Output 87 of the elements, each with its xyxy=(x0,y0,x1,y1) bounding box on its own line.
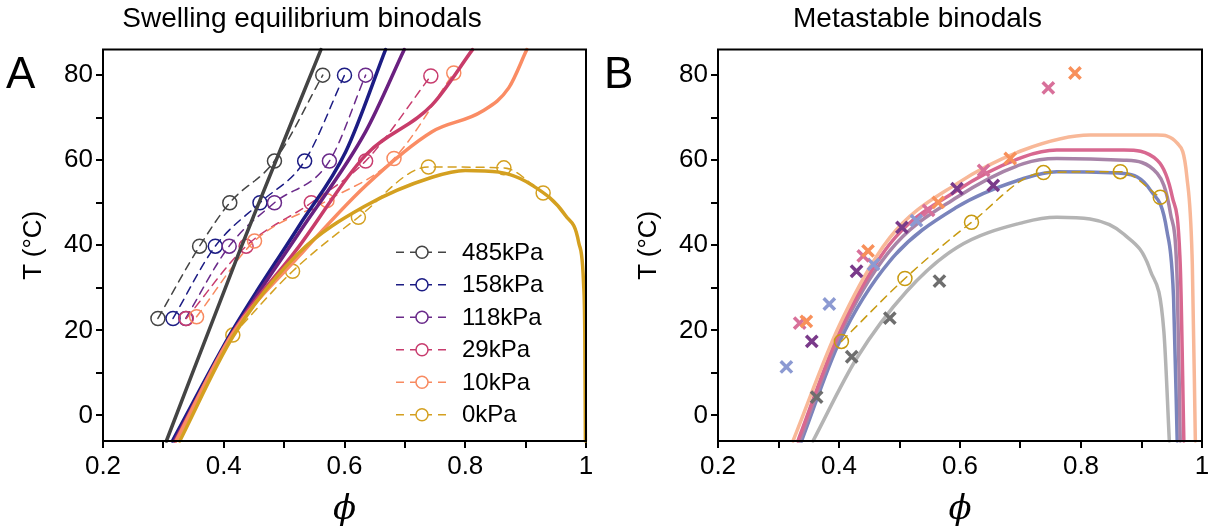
x-tick-label: 0.4 xyxy=(820,449,858,480)
point xyxy=(207,238,224,254)
point xyxy=(191,238,208,254)
x-tick-label: 0.2 xyxy=(84,449,122,480)
point xyxy=(222,195,238,211)
point xyxy=(336,67,353,83)
y-tick-label: 20 xyxy=(64,313,93,344)
point xyxy=(252,195,268,211)
point xyxy=(188,309,205,325)
legend-label: 485kPa xyxy=(462,237,545,265)
chart-title: Swelling equilibrium binodals xyxy=(122,1,482,33)
y-axis-title: T (°C) xyxy=(16,210,47,280)
point xyxy=(266,153,283,169)
x-tick-label: 0.8 xyxy=(447,449,484,480)
x-tick-label: 0.6 xyxy=(326,449,363,480)
point xyxy=(1112,163,1129,180)
x-tick-label: 0.2 xyxy=(699,449,737,480)
point xyxy=(319,192,335,209)
text: A xyxy=(6,48,36,97)
point xyxy=(894,220,910,235)
point xyxy=(963,214,980,231)
point xyxy=(932,273,947,289)
point xyxy=(535,185,551,201)
x-tick-label: 0.8 xyxy=(1062,449,1100,480)
point xyxy=(165,310,181,327)
point xyxy=(423,68,439,84)
text: B xyxy=(604,48,634,97)
point xyxy=(897,270,913,287)
point xyxy=(315,67,331,83)
y-tick-label: 60 xyxy=(679,143,708,174)
point xyxy=(949,181,965,197)
point xyxy=(804,334,820,349)
point xyxy=(976,163,991,178)
y-tick-label: 40 xyxy=(64,228,93,259)
point xyxy=(909,213,924,229)
legend-label: 158kPa xyxy=(462,270,545,298)
point xyxy=(798,314,814,329)
legend-label: 0kPa xyxy=(462,400,518,428)
point xyxy=(446,65,462,81)
point xyxy=(809,389,825,405)
point xyxy=(778,359,794,375)
point xyxy=(1002,151,1018,166)
point xyxy=(246,233,263,249)
point xyxy=(833,333,850,350)
point xyxy=(1035,164,1052,181)
legend-label: 118kPa xyxy=(462,302,543,330)
point xyxy=(357,153,374,169)
point xyxy=(357,67,374,83)
point xyxy=(844,349,860,365)
point xyxy=(266,195,283,211)
point xyxy=(321,153,338,169)
point xyxy=(386,150,402,167)
x-tick-label: 0.4 xyxy=(205,449,242,480)
point xyxy=(866,257,881,272)
point xyxy=(930,194,946,210)
x-axis-title: ϕ xyxy=(948,487,972,528)
x-axis-title: ϕ xyxy=(332,487,357,528)
point xyxy=(985,177,1001,193)
point xyxy=(849,263,864,279)
x-tick-label: 0.6 xyxy=(941,449,979,480)
y-tick-label: 60 xyxy=(64,143,93,174)
y-tick-label: 40 xyxy=(679,228,708,259)
point xyxy=(821,296,837,312)
point xyxy=(496,160,512,176)
point xyxy=(420,159,437,175)
y-tick-label: 80 xyxy=(679,58,708,89)
point xyxy=(221,238,237,254)
point xyxy=(882,310,898,326)
y-tick-label: 20 xyxy=(679,313,708,344)
point xyxy=(238,238,254,254)
y-tick-label: 80 xyxy=(64,58,93,89)
point xyxy=(150,310,166,327)
point xyxy=(350,209,367,225)
point xyxy=(1152,189,1169,205)
chart-title: Metastable binodals xyxy=(792,1,1043,33)
y-tick-label: 0 xyxy=(78,398,93,429)
point xyxy=(1040,80,1056,96)
line-series xyxy=(811,215,1172,443)
y-axis-title: T (°C) xyxy=(631,210,662,280)
y-tick-label: 0 xyxy=(693,398,708,429)
point xyxy=(1067,65,1083,81)
point xyxy=(860,243,876,259)
legend-label: 10kPa xyxy=(462,367,531,395)
point xyxy=(296,153,313,169)
legend-label: 29kPa xyxy=(462,335,531,363)
x-tick-label: 1 xyxy=(1194,449,1210,480)
x-tick-label: 1 xyxy=(578,449,594,480)
